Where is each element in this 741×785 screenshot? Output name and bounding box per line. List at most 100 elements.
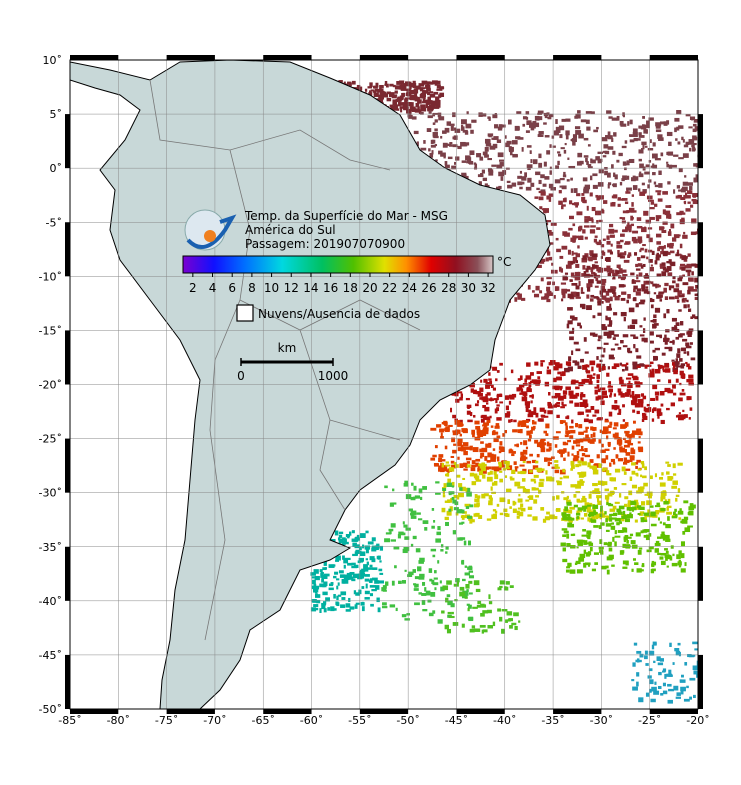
sst-pixel xyxy=(427,115,433,119)
sst-pixel xyxy=(594,261,598,264)
sst-pixel xyxy=(555,126,561,131)
sst-pixel xyxy=(461,560,464,564)
sst-pixel xyxy=(586,283,591,288)
sst-pixel xyxy=(530,182,535,187)
sst-pixel xyxy=(546,366,550,369)
sst-pixel xyxy=(526,145,532,148)
sst-pixel xyxy=(687,182,693,186)
sst-pixel xyxy=(543,430,547,434)
sst-pixel xyxy=(554,460,559,463)
sst-pixel xyxy=(622,437,626,440)
lat-label: -20˚ xyxy=(39,379,62,392)
sst-pixel xyxy=(564,272,569,275)
sst-pixel xyxy=(451,611,454,615)
sst-pixel xyxy=(693,119,698,123)
sst-pixel xyxy=(657,192,661,196)
sst-pixel xyxy=(549,231,554,236)
sst-pixel xyxy=(638,149,644,154)
sst-pixel xyxy=(422,90,429,94)
sst-pixel xyxy=(607,273,612,277)
sst-pixel xyxy=(575,491,581,494)
sst-pixel xyxy=(586,286,591,292)
sst-pixel xyxy=(601,443,604,448)
sst-pixel xyxy=(653,292,657,295)
sst-pixel xyxy=(578,449,585,452)
colorbar-ramp xyxy=(182,255,494,274)
sst-pixel xyxy=(679,358,683,362)
sst-pixel xyxy=(641,182,645,186)
sst-pixel xyxy=(682,297,687,302)
sst-pixel xyxy=(568,523,575,528)
sst-pixel xyxy=(554,469,560,474)
sst-pixel xyxy=(631,177,636,182)
sst-pixel xyxy=(565,118,571,122)
sst-pixel xyxy=(626,299,629,304)
sst-pixel xyxy=(378,555,381,560)
sst-pixel xyxy=(336,578,340,581)
sst-pixel xyxy=(509,625,513,629)
sst-pixel xyxy=(440,152,446,157)
sst-pixel xyxy=(449,123,455,126)
sst-pixel xyxy=(557,153,562,157)
sst-pixel xyxy=(545,257,549,262)
sst-pixel xyxy=(618,377,623,381)
sst-pixel xyxy=(623,471,627,475)
sst-pixel xyxy=(609,223,614,228)
sst-pixel xyxy=(352,80,355,85)
sst-pixel xyxy=(608,411,613,417)
sst-pixel xyxy=(408,508,413,512)
sst-pixel xyxy=(622,527,627,531)
sst-pixel xyxy=(418,83,425,87)
sst-pixel xyxy=(526,425,529,429)
sst-pixel xyxy=(649,371,655,375)
sst-pixel xyxy=(555,508,561,512)
sst-pixel xyxy=(520,470,526,475)
sst-pixel xyxy=(621,291,627,295)
sst-pixel xyxy=(684,175,687,178)
sst-pixel xyxy=(452,414,456,419)
sst-pixel xyxy=(692,199,698,205)
sst-pixel xyxy=(492,513,497,516)
sst-pixel xyxy=(499,159,504,162)
sst-pixel xyxy=(678,559,681,563)
sst-pixel xyxy=(367,86,373,89)
sst-pixel xyxy=(583,549,587,554)
lon-label: -70˚ xyxy=(203,714,226,727)
sst-pixel xyxy=(676,692,681,696)
sst-pixel xyxy=(664,673,667,679)
sst-pixel xyxy=(503,460,509,465)
sst-pixel xyxy=(624,468,631,471)
sst-pixel xyxy=(626,190,629,194)
sst-pixel xyxy=(467,540,471,546)
sst-pixel xyxy=(447,478,452,483)
sst-pixel xyxy=(588,381,593,385)
sst-pixel xyxy=(559,177,565,181)
sst-pixel xyxy=(655,233,662,238)
sst-pixel xyxy=(678,550,682,555)
sst-pixel xyxy=(466,515,472,519)
sst-pixel xyxy=(613,363,620,368)
sst-pixel xyxy=(548,446,552,451)
sst-pixel xyxy=(675,322,680,326)
sst-pixel xyxy=(514,467,518,472)
sst-pixel xyxy=(592,315,596,319)
sst-pixel xyxy=(577,472,580,475)
sst-pixel xyxy=(612,536,615,542)
sst-pixel xyxy=(435,481,440,484)
sst-pixel xyxy=(647,509,651,514)
sst-pixel xyxy=(640,461,645,465)
sst-pixel xyxy=(465,142,470,146)
sst-pixel xyxy=(642,519,648,523)
sst-pixel xyxy=(466,589,469,593)
sst-pixel xyxy=(563,442,569,446)
sst-pixel xyxy=(553,295,556,299)
sst-pixel xyxy=(491,466,496,470)
sst-pixel xyxy=(434,570,437,574)
sst-pixel xyxy=(372,567,378,570)
sst-pixel xyxy=(658,510,665,513)
sst-pixel xyxy=(511,140,518,145)
sst-pixel xyxy=(428,110,432,114)
sst-pixel xyxy=(659,658,664,662)
lon-label: -75˚ xyxy=(155,714,178,727)
sst-pixel xyxy=(670,261,676,267)
